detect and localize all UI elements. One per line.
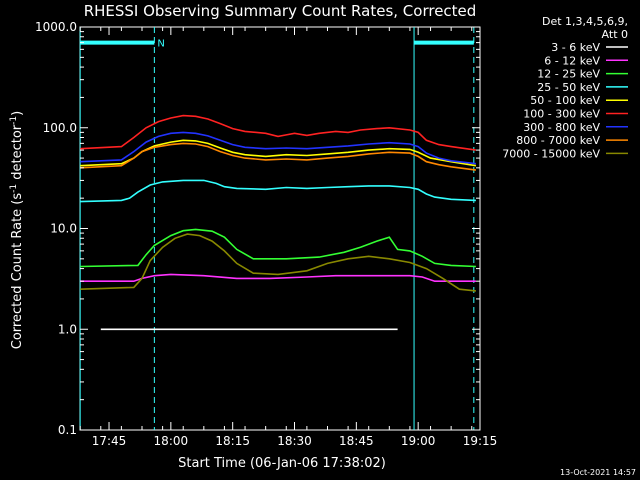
legend-label: 300 - 800 keV [523, 121, 600, 134]
series-line [80, 179, 476, 203]
legend-label: 800 - 7000 keV [516, 134, 600, 147]
series-line [80, 273, 476, 283]
series-line [80, 142, 477, 171]
y-tick-label: 1000.0 [35, 20, 77, 34]
y-axis: 1000.0 100.0 10.0 1.0 0.1 [35, 20, 480, 437]
y-tick-label: 10.0 [50, 222, 77, 236]
y-tick-label: 0.1 [58, 423, 77, 437]
observing-markers: N [79, 27, 475, 430]
legend-label: 100 - 300 keV [523, 108, 600, 121]
legend-label: 12 - 25 keV [537, 68, 600, 81]
x-tick-label: 18:45 [339, 434, 374, 448]
series-lines [80, 114, 477, 331]
legend-header-1: Det 1,3,4,5,6,9, [542, 15, 628, 28]
x-tick-label: 18:00 [154, 434, 189, 448]
legend-label: 3 - 6 keV [551, 41, 600, 54]
legend-header-2: Att 0 [602, 28, 628, 41]
y-axis-label-sup1: -1 [9, 184, 19, 193]
y-axis-label-main: Corrected Count Rate (s [10, 193, 25, 350]
legend-label: 6 - 12 keV [544, 54, 600, 67]
y-axis-label: Corrected Count Rate (s-1 detector-1) [9, 111, 25, 349]
x-tick-label: 19:00 [401, 434, 436, 448]
y-tick-label: 1.0 [58, 322, 77, 336]
chart-title: RHESSI Observing Summary Count Rates, Co… [84, 2, 477, 20]
y-axis-label-sup2: -1 [9, 116, 19, 125]
legend-label: 7000 - 15000 keV [502, 147, 600, 160]
legend-label: 50 - 100 keV [530, 94, 600, 107]
series-line [80, 139, 477, 167]
legend-label: 25 - 50 keV [537, 81, 600, 94]
x-tick-label: 19:15 [463, 434, 498, 448]
observing-bar-label: N [157, 39, 164, 50]
series-line [80, 131, 476, 165]
x-tick-label: 18:30 [277, 434, 312, 448]
x-axis: 17:45 18:00 18:15 18:30 18:45 19:00 19:15 [79, 27, 498, 448]
y-axis-label-end: ) [10, 111, 25, 116]
y-tick-label: 100.0 [43, 121, 77, 135]
x-tick-label: 17:45 [92, 434, 127, 448]
y-axis-label-mid: detector [10, 124, 25, 184]
footer-timestamp: 13-Oct-2021 14:57 [560, 468, 636, 477]
series-line [80, 114, 477, 151]
series-line [80, 228, 476, 268]
series-line [80, 233, 476, 292]
x-tick-label: 18:15 [215, 434, 250, 448]
x-axis-label: Start Time (06-Jan-06 17:38:02) [178, 456, 386, 471]
